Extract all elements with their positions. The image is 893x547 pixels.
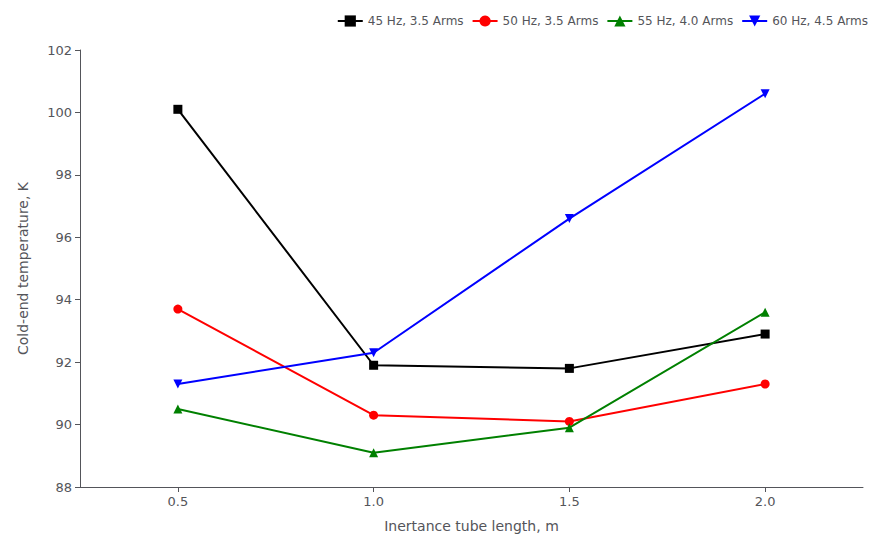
- svg-text:88: 88: [55, 480, 72, 495]
- svg-text:96: 96: [55, 230, 72, 245]
- svg-text:92: 92: [55, 355, 72, 370]
- svg-text:2.0: 2.0: [755, 494, 776, 509]
- svg-text:94: 94: [55, 292, 72, 307]
- svg-text:102: 102: [47, 43, 72, 58]
- svg-text:Inertance tube length, m: Inertance tube length, m: [384, 518, 559, 534]
- svg-text:50 Hz, 3.5 Arms: 50 Hz, 3.5 Arms: [503, 14, 599, 28]
- svg-text:Cold-end temperature, K: Cold-end temperature, K: [15, 181, 31, 355]
- svg-text:100: 100: [47, 105, 72, 120]
- svg-text:90: 90: [55, 417, 72, 432]
- svg-text:1.5: 1.5: [559, 494, 580, 509]
- svg-text:45 Hz, 3.5 Arms: 45 Hz, 3.5 Arms: [368, 14, 464, 28]
- svg-text:55 Hz, 4.0 Arms: 55 Hz, 4.0 Arms: [637, 14, 733, 28]
- svg-text:0.5: 0.5: [168, 494, 189, 509]
- svg-text:98: 98: [55, 167, 72, 182]
- svg-text:60 Hz, 4.5 Arms: 60 Hz, 4.5 Arms: [772, 14, 868, 28]
- svg-text:1.0: 1.0: [363, 494, 384, 509]
